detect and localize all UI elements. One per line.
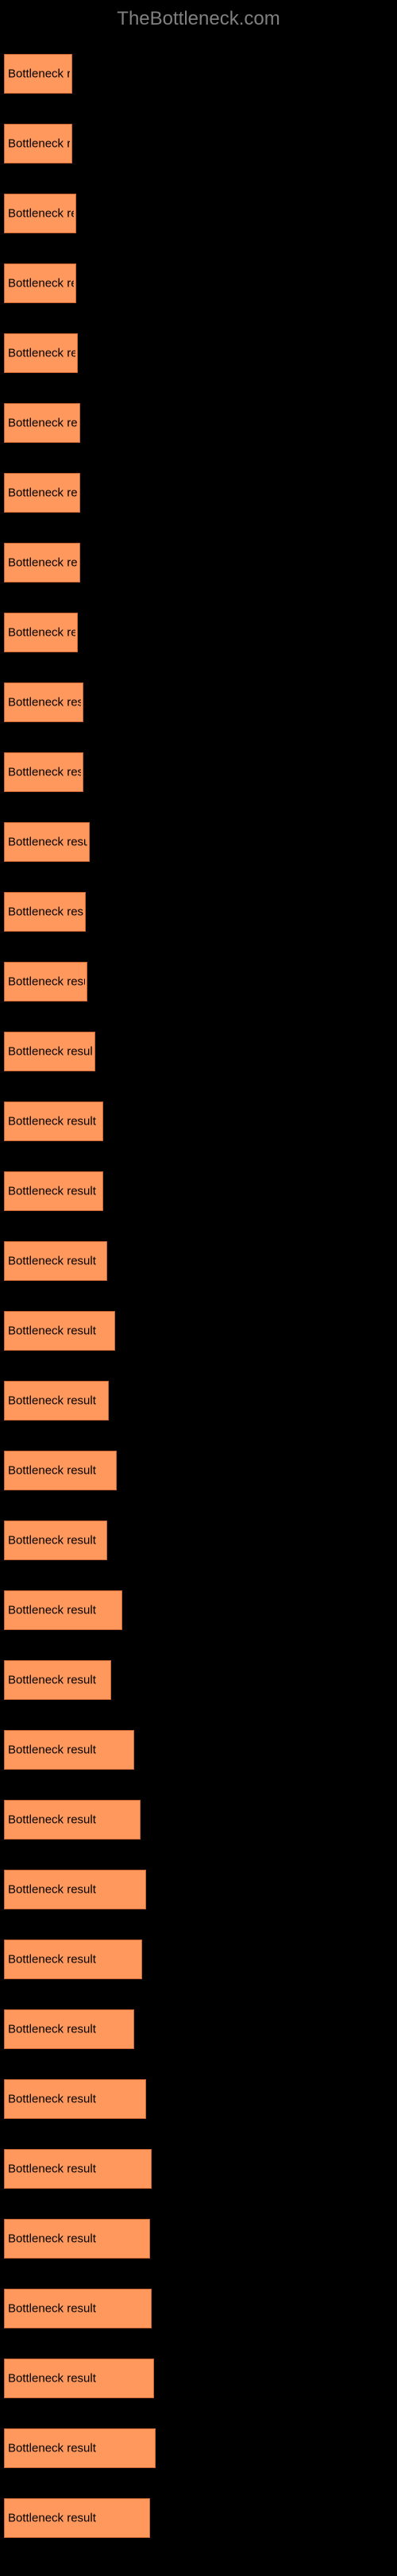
page-title: TheBottleneck.com xyxy=(4,8,393,30)
bar-label: Bottleneck re xyxy=(8,626,75,640)
bar-label: Bottleneck res xyxy=(8,766,81,779)
bar-value: 50 xyxy=(146,1953,160,1967)
bar-row: Bottleneck re xyxy=(4,543,393,582)
bar-value: 51. xyxy=(150,2093,167,2106)
bar-row: Bottleneck re xyxy=(4,403,393,443)
bar-row: Bottleneck result xyxy=(4,1521,393,1560)
bar-label: Bottleneck result xyxy=(8,2093,96,2106)
bar-value: 52.5 xyxy=(154,2512,177,2525)
bar-value: 51. xyxy=(150,1883,167,1897)
bar-label: Bottleneck re xyxy=(8,486,78,500)
bar-value: 4 xyxy=(138,2023,145,2036)
bar-row: Bottleneck result 49 xyxy=(4,1800,393,1840)
bar-row: Bottleneck result xyxy=(4,1241,393,1281)
bar-label: Bottleneck result xyxy=(8,1813,96,1827)
bar-label: Bottleneck resu xyxy=(8,975,85,989)
bar-row: Bottleneck re xyxy=(4,473,393,513)
bar-label: Bottleneck result xyxy=(8,1325,96,1338)
bar-label: Bottleneck result xyxy=(8,1185,96,1198)
bar-row: Bottleneck result 54.6 xyxy=(4,2428,393,2468)
bar-row: Bottleneck r xyxy=(4,124,393,163)
bar-row: Bottleneck r xyxy=(4,54,393,94)
bar-label: Bottleneck result xyxy=(8,2302,96,2316)
bar-row: Bottleneck result 53.4 xyxy=(4,2149,393,2189)
bar-row: Bottleneck result 50 xyxy=(4,1940,393,1979)
bar-row: Bottleneck result xyxy=(4,1660,393,1700)
bar-row: Bottleneck result xyxy=(4,1590,393,1630)
bar-row: Bottleneck result xyxy=(4,1102,393,1141)
bar-row: Bottleneck re xyxy=(4,613,393,652)
bar-label: Bottleneck result xyxy=(8,1394,96,1408)
bar-value: 53.7 xyxy=(156,2302,179,2316)
bar-label: Bottleneck result xyxy=(8,1604,96,1617)
bars-host: Bottleneck r Bottleneck r Bottleneck re Bot… xyxy=(4,54,393,2538)
bar-label: Bottleneck result xyxy=(8,1674,96,1687)
bar-label: Bottleneck result xyxy=(8,2512,96,2525)
bar-label: Bottleneck re xyxy=(8,347,75,360)
bar-label: Bottleneck re xyxy=(8,207,74,221)
bar-label: Bottleneck resu xyxy=(8,905,83,919)
bar-label: Bottleneck re xyxy=(8,556,78,570)
bar-label: Bottleneck result xyxy=(8,1115,96,1128)
bar-row: Bottleneck result 52.5 xyxy=(4,2498,393,2538)
bar-row: Bottleneck resu xyxy=(4,822,393,862)
bar-row: Bottleneck result 4 xyxy=(4,1730,393,1770)
bar-row: Bottleneck resu xyxy=(4,892,393,932)
bar-label: Bottleneck result xyxy=(8,1255,96,1268)
bar-value: 54% xyxy=(158,2372,182,2386)
bar-label: Bottleneck result xyxy=(8,1883,96,1897)
bar-row: Bottleneck result 51. xyxy=(4,1870,393,1909)
bar-label: Bottleneck result xyxy=(8,1045,93,1059)
bar-row: Bottleneck result xyxy=(4,1032,393,1071)
bar-label: Bottleneck result xyxy=(8,2023,96,2036)
bar-row: Bottleneck re xyxy=(4,333,393,373)
bar-row: Bottleneck result xyxy=(4,1171,393,1211)
bar-label: Bottleneck result xyxy=(8,2232,96,2246)
bar-row: Bottleneck result 4 xyxy=(4,2009,393,2049)
bar-label: Bottleneck result xyxy=(8,1744,96,1757)
bar-label: Bottleneck result xyxy=(8,1464,96,1478)
bar-label: Bottleneck resu xyxy=(8,836,87,849)
bar-row: Bottleneck result 54% xyxy=(4,2359,393,2398)
bar-row: Bottleneck re xyxy=(4,263,393,303)
bar-label: Bottleneck r xyxy=(8,67,70,81)
bar-label: Bottleneck re xyxy=(8,417,78,430)
bar-value: 4 xyxy=(138,1744,145,1757)
bar-row: Bottleneck re xyxy=(4,194,393,233)
bar-label: Bottleneck result xyxy=(8,1953,96,1967)
bottleneck-bar-chart: Bottleneck r Bottleneck r Bottleneck re Bot… xyxy=(4,54,393,2538)
bar-row: Bottleneck res xyxy=(4,682,393,722)
bar-value: 49 xyxy=(145,1813,158,1827)
bar-row: Bottleneck result xyxy=(4,1311,393,1351)
bar-label: Bottleneck result xyxy=(8,2442,96,2455)
bar-label: Bottleneck re xyxy=(8,277,74,290)
bar-row: Bottleneck resu xyxy=(4,962,393,1002)
bar-row: Bottleneck result 53.7 xyxy=(4,2289,393,2328)
bar-value: 54.6 xyxy=(160,2442,183,2455)
bar-row: Bottleneck res xyxy=(4,752,393,792)
bar-row: Bottleneck result 52.7 xyxy=(4,2219,393,2259)
bar-label: Bottleneck res xyxy=(8,696,81,709)
bar-label: Bottleneck result xyxy=(8,2163,96,2176)
bar-label: Bottleneck r xyxy=(8,137,70,151)
bar-value: 52.7 xyxy=(154,2232,177,2246)
bar-value: 53.4 xyxy=(156,2163,179,2176)
bar-row: Bottleneck result 51. xyxy=(4,2079,393,2119)
bar-label: Bottleneck result xyxy=(8,1534,96,1548)
bar-label: Bottleneck result xyxy=(8,2372,96,2386)
bar-row: Bottleneck result xyxy=(4,1381,393,1421)
bar-row: Bottleneck result xyxy=(4,1451,393,1490)
